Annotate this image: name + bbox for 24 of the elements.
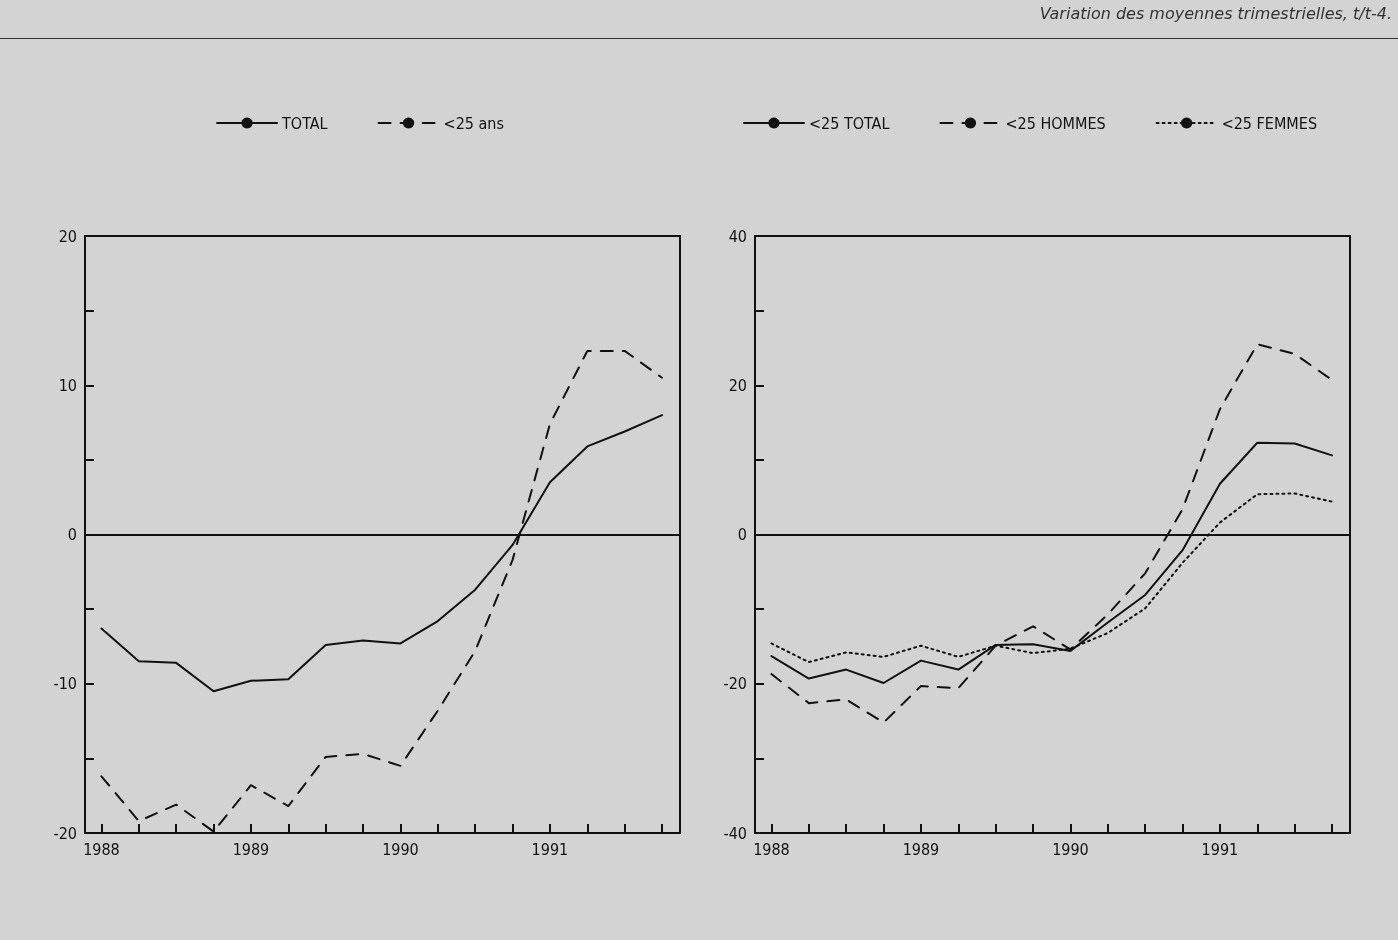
- x-tick-label: 1991: [531, 839, 569, 859]
- x-tick-label: 1990: [382, 839, 419, 859]
- x-tick-label: 1989: [902, 839, 940, 859]
- y-tick-label: -10: [53, 674, 77, 694]
- x-tick-label: 1990: [1052, 839, 1089, 859]
- legend-label: <25 TOTAL: [808, 113, 890, 133]
- y-tick-label: 0: [67, 525, 77, 544]
- x-tick-label: 1991: [1201, 839, 1239, 859]
- y-tick-label: 40: [728, 226, 747, 246]
- text: Variation des moyennes trimestrielles, t/t-4.: [1039, 4, 1392, 23]
- y-tick-label: 10: [58, 375, 77, 395]
- y-tick-label: -20: [53, 823, 77, 843]
- legend-label: TOTAL: [281, 113, 328, 133]
- y-tick-label: -20: [723, 674, 747, 694]
- legend-label: <25 HOMMES: [1005, 113, 1106, 133]
- x-tick-label: 1988: [83, 839, 120, 859]
- legend-label: <25 FEMMES: [1221, 113, 1318, 133]
- y-tick-label: 20: [728, 375, 747, 395]
- y-tick-label: 20: [58, 226, 77, 246]
- x-tick-label: 1989: [232, 839, 270, 859]
- y-tick-label: 0: [737, 525, 747, 544]
- y-tick-label: -40: [723, 823, 747, 843]
- legend-label: <25 ans: [443, 113, 504, 133]
- x-tick-label: 1988: [753, 839, 790, 859]
